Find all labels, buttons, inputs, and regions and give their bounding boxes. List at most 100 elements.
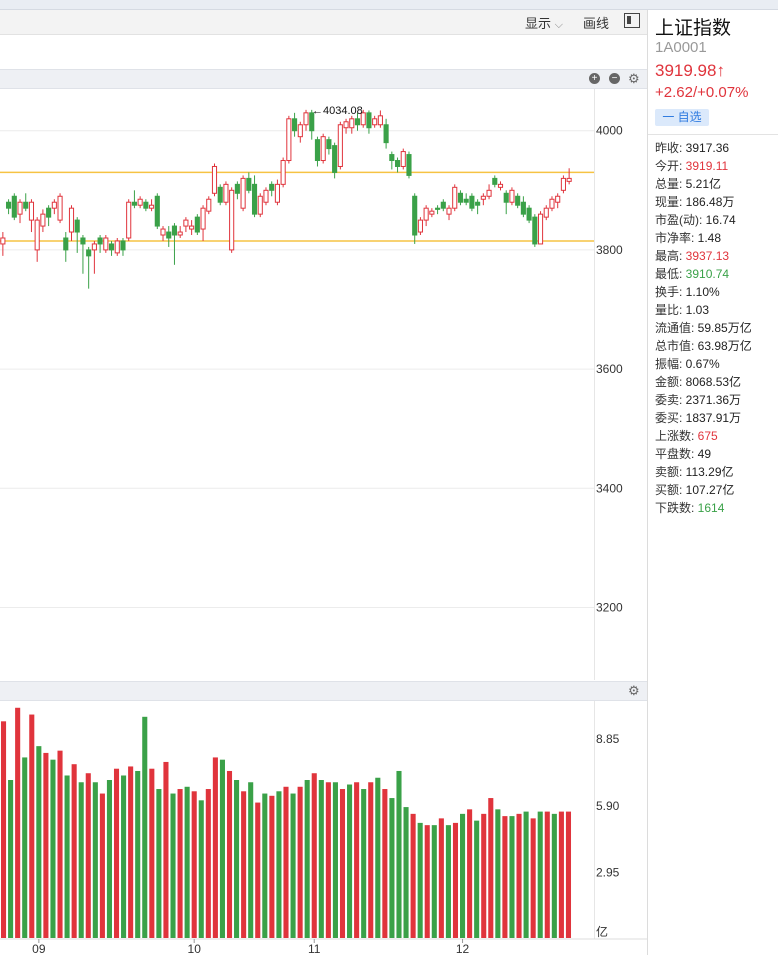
candle-body — [492, 177, 498, 185]
x-tick-label: 11 — [308, 942, 321, 955]
stat-row: 卖额: 113.29亿 — [655, 463, 752, 481]
y-tick-label: 3200 — [596, 600, 623, 614]
candle-body — [17, 201, 23, 215]
volume-bar — [36, 746, 42, 938]
candle-body — [251, 183, 258, 215]
stat-label: 买额: — [655, 483, 683, 497]
stats-list: 昨收: 3917.36 今开: 3919.11 总量: 5.21亿 现量: 186.4… — [655, 139, 752, 517]
volume-bar — [368, 782, 374, 938]
candle-body — [394, 160, 401, 167]
candle-body — [463, 198, 469, 203]
candle-body — [274, 183, 280, 203]
stat-row: 最低: 3910.74 — [655, 265, 752, 283]
volume-bar — [332, 782, 338, 938]
volume-bar — [8, 780, 14, 938]
volume-bar — [403, 807, 409, 938]
stat-row: 上涨数: 675 — [655, 427, 752, 445]
volume-bar — [177, 789, 183, 938]
volume-bar — [382, 789, 388, 938]
stat-value: 3910.74 — [682, 267, 730, 281]
volume-bar — [92, 782, 98, 938]
add-watchlist-button[interactable]: 一 自选 — [655, 109, 709, 126]
stat-row: 买额: 107.27亿 — [655, 481, 752, 499]
stat-row: 委买: 1837.91万 — [655, 409, 752, 427]
volume-bar — [29, 714, 35, 938]
candle-body — [103, 237, 109, 251]
gear-icon[interactable]: ⚙ — [628, 71, 640, 86]
candle-body — [406, 154, 412, 176]
high-annotation: ←4034.08 — [312, 105, 363, 117]
display-menu-button[interactable]: 显示 ⌵ — [525, 13, 563, 32]
candle-body — [475, 201, 481, 206]
stat-label: 振幅: — [655, 357, 683, 371]
y-tick-label: 3600 — [596, 362, 623, 376]
candle-body — [0, 237, 6, 245]
kline-header-bar: + − ⚙ — [0, 69, 647, 89]
sidebar-toggle-icon[interactable] — [624, 13, 640, 28]
volume-bar — [438, 818, 444, 938]
volume-bar — [191, 791, 197, 938]
volume-bar — [396, 770, 402, 938]
candle-body — [257, 195, 263, 215]
stat-row: 量比: 1.03 — [655, 301, 752, 319]
candle-body — [74, 219, 80, 233]
zoom-out-icon[interactable]: − — [609, 73, 620, 84]
candle-body — [309, 112, 315, 132]
stat-label: 流通值: — [655, 321, 695, 335]
volume-bar — [113, 768, 120, 938]
candle-body — [229, 189, 235, 251]
volume-bar — [361, 789, 367, 938]
volume-bar — [78, 782, 84, 938]
candle-body — [423, 207, 429, 221]
stock-code: 1A0001 — [655, 39, 707, 56]
candle-body — [68, 207, 75, 233]
candle-body — [234, 183, 240, 194]
stat-value: 1.03 — [682, 303, 710, 317]
candle-body — [515, 195, 521, 206]
volume-gear-icon[interactable]: ⚙ — [628, 683, 640, 698]
candle-body — [114, 240, 120, 254]
volume-bar — [156, 789, 162, 938]
candle-body — [40, 213, 46, 227]
stat-row: 平盘数: 49 — [655, 445, 752, 463]
candle-body — [57, 195, 63, 221]
candle-body — [543, 207, 549, 218]
volume-bar — [460, 813, 466, 938]
draw-line-button[interactable]: 画线 — [583, 16, 610, 31]
candle-body — [269, 183, 275, 191]
volume-bar — [106, 780, 112, 938]
candle-body — [326, 139, 332, 150]
volume-header-bar: ⚙ — [0, 681, 647, 701]
candle-body — [303, 112, 309, 126]
volume-bar — [354, 782, 360, 938]
stat-value: 1614 — [694, 501, 725, 515]
volume-unit-label: 亿 — [596, 924, 608, 939]
stat-value: 3917.36 — [682, 141, 730, 155]
zoom-in-icon[interactable]: + — [589, 73, 600, 84]
stat-value: 1.48 — [694, 231, 722, 245]
candle-body — [469, 195, 475, 209]
candlestick-chart: 4000 3800 3600 3400 3200 ←4034.08 — [0, 105, 623, 614]
volume-bar — [502, 816, 508, 938]
candle-body — [532, 216, 538, 245]
volume-bar — [135, 770, 141, 938]
stat-value: 675 — [694, 429, 718, 443]
candle-body — [343, 121, 349, 129]
candle-body — [400, 151, 406, 167]
stat-value: 5.21亿 — [682, 177, 722, 191]
candle-body — [6, 201, 12, 209]
stat-label: 今开: — [655, 159, 683, 173]
stat-row: 金额: 8068.53亿 — [655, 373, 752, 391]
volume-bar — [544, 811, 550, 938]
volume-bar — [530, 818, 536, 938]
stat-row: 振幅: 0.67% — [655, 355, 752, 373]
stat-label: 下跌数: — [655, 501, 695, 515]
stat-row: 总市值: 63.98万亿 — [655, 337, 752, 355]
candle-body — [263, 189, 269, 203]
volume-bar — [142, 716, 148, 938]
candle-body — [503, 192, 509, 203]
candle-body — [11, 195, 17, 218]
candle-body — [372, 118, 378, 126]
volume-bar — [163, 761, 169, 938]
volume-bar — [488, 798, 494, 938]
